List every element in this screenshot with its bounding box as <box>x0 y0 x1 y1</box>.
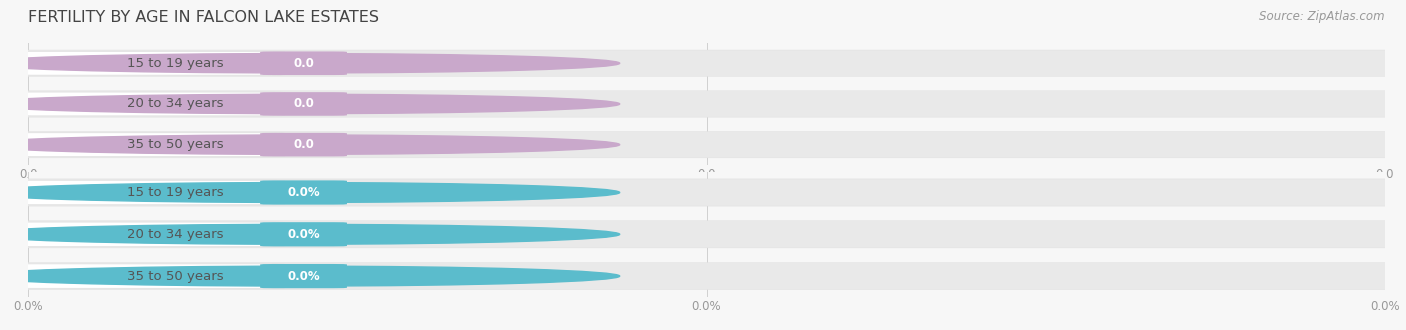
FancyBboxPatch shape <box>14 51 284 75</box>
Text: 0.0%: 0.0% <box>287 270 319 282</box>
FancyBboxPatch shape <box>8 221 1405 248</box>
Text: 15 to 19 years: 15 to 19 years <box>127 186 224 199</box>
FancyBboxPatch shape <box>8 131 1405 158</box>
Circle shape <box>0 266 620 286</box>
Text: 15 to 19 years: 15 to 19 years <box>127 57 224 70</box>
Text: 20 to 34 years: 20 to 34 years <box>127 228 224 241</box>
Text: 35 to 50 years: 35 to 50 years <box>127 270 224 282</box>
Text: 20 to 34 years: 20 to 34 years <box>127 97 224 111</box>
FancyBboxPatch shape <box>260 222 347 247</box>
Circle shape <box>0 224 620 244</box>
Text: FERTILITY BY AGE IN FALCON LAKE ESTATES: FERTILITY BY AGE IN FALCON LAKE ESTATES <box>28 10 380 25</box>
Text: 0.0%: 0.0% <box>287 186 319 199</box>
FancyBboxPatch shape <box>8 179 1405 206</box>
Text: 0.0: 0.0 <box>292 97 314 111</box>
FancyBboxPatch shape <box>14 92 284 116</box>
FancyBboxPatch shape <box>14 264 284 288</box>
Circle shape <box>0 53 620 73</box>
Text: 35 to 50 years: 35 to 50 years <box>127 138 224 151</box>
Text: 0.0: 0.0 <box>292 57 314 70</box>
FancyBboxPatch shape <box>14 180 284 205</box>
FancyBboxPatch shape <box>260 264 347 288</box>
FancyBboxPatch shape <box>14 133 284 156</box>
Text: Source: ZipAtlas.com: Source: ZipAtlas.com <box>1260 10 1385 23</box>
FancyBboxPatch shape <box>14 222 284 247</box>
Text: 0.0%: 0.0% <box>287 228 319 241</box>
Circle shape <box>0 135 620 154</box>
FancyBboxPatch shape <box>8 50 1405 77</box>
Text: 0.0: 0.0 <box>292 138 314 151</box>
FancyBboxPatch shape <box>8 91 1405 117</box>
Circle shape <box>0 182 620 202</box>
FancyBboxPatch shape <box>260 92 347 116</box>
FancyBboxPatch shape <box>8 263 1405 290</box>
Circle shape <box>0 94 620 114</box>
FancyBboxPatch shape <box>260 133 347 156</box>
FancyBboxPatch shape <box>260 181 347 205</box>
FancyBboxPatch shape <box>260 51 347 75</box>
